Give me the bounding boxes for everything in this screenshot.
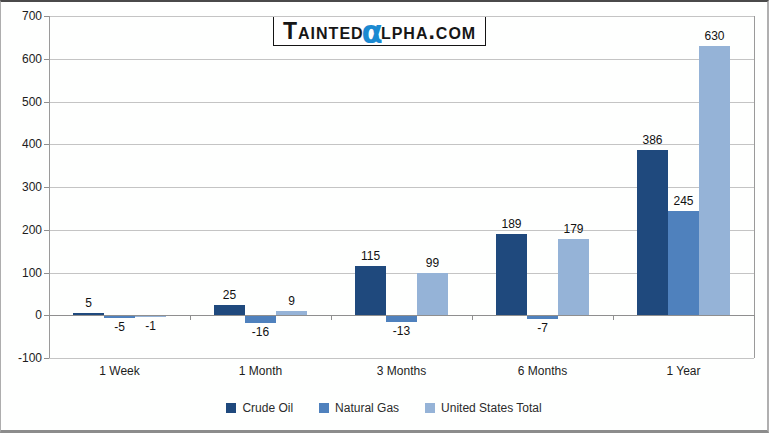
category-label: 1 Week [49, 364, 190, 378]
bar-crude-oil [214, 305, 245, 316]
bar-natural-gas [245, 316, 276, 323]
legend-item: Natural Gas [319, 401, 399, 415]
bar-crude-oil [73, 313, 104, 315]
y-axis-label: 500 [1, 96, 42, 108]
bar-value-label: 189 [482, 217, 542, 231]
y-axis-label: 400 [1, 138, 42, 150]
legend-swatch-icon [226, 403, 236, 413]
legend-item: Crude Oil [226, 401, 293, 415]
bar-value-label: 5 [59, 296, 119, 310]
y-axis-label: 200 [1, 224, 42, 236]
y-axis-tick [44, 358, 49, 359]
bar-crude-oil [355, 266, 386, 315]
bar-united-states-total [417, 273, 448, 315]
y-gridline [49, 16, 754, 17]
logo-text-prefix: Tainted [283, 20, 364, 43]
y-axis-label: -100 [1, 352, 42, 364]
plot-right-border [754, 16, 755, 358]
bar-value-label: 630 [685, 29, 745, 43]
category-label: 1 Year [613, 364, 754, 378]
bar-natural-gas [527, 316, 558, 319]
bar-crude-oil [496, 234, 527, 315]
bar-united-states-total [276, 311, 307, 315]
bar-value-label: -7 [513, 321, 573, 335]
x-axis-tick [331, 315, 332, 320]
y-axis-line [49, 16, 50, 358]
bar-value-label: -13 [372, 324, 432, 338]
bar-value-label: -16 [231, 325, 291, 339]
y-gridline [49, 59, 754, 60]
x-axis-tick [613, 315, 614, 320]
y-axis-label: 100 [1, 267, 42, 279]
bar-natural-gas [668, 211, 699, 316]
y-axis-label: 700 [1, 10, 42, 22]
legend-label: Natural Gas [335, 401, 399, 415]
bar-united-states-total [558, 239, 589, 316]
y-gridline [49, 102, 754, 103]
chart-frame: Taintedαlpha.com 700 600 500 400 300 200 100 0 -… [0, 0, 769, 433]
y-gridline [49, 358, 754, 359]
category-label: 1 Month [190, 364, 331, 378]
y-axis-label: 600 [1, 53, 42, 65]
legend-swatch-icon [425, 403, 435, 413]
bar-value-label: 99 [403, 256, 463, 270]
bar-crude-oil [637, 150, 668, 315]
logo-text-suffix: lpha.com [381, 20, 476, 43]
x-axis-tick [472, 315, 473, 320]
x-axis-tick [190, 315, 191, 320]
bar-united-states-total [135, 316, 166, 317]
bar-value-label: 25 [200, 288, 260, 302]
bar-value-label: 115 [341, 249, 401, 263]
legend-swatch-icon [319, 403, 329, 413]
legend-label: Crude Oil [242, 401, 293, 415]
bar-united-states-total [699, 46, 730, 315]
bar-value-label: 386 [623, 133, 683, 147]
y-axis-label: 300 [1, 181, 42, 193]
bar-natural-gas [386, 316, 417, 322]
legend-label: United States Total [441, 401, 542, 415]
bar-value-label: -1 [121, 319, 181, 333]
chart-legend: Crude Oil Natural Gas United States Total [1, 401, 767, 415]
legend-item: United States Total [425, 401, 542, 415]
taintedalpha-logo: Taintedαlpha.com [273, 16, 486, 46]
x-axis-tick [754, 315, 755, 320]
bar-value-label: 179 [544, 222, 604, 236]
x-axis-tick [49, 315, 50, 320]
bar-value-label: 9 [262, 294, 322, 308]
bar-natural-gas [104, 316, 135, 318]
category-label: 3 Months [331, 364, 472, 378]
category-label: 6 Months [472, 364, 613, 378]
y-axis-label: 0 [1, 309, 42, 321]
